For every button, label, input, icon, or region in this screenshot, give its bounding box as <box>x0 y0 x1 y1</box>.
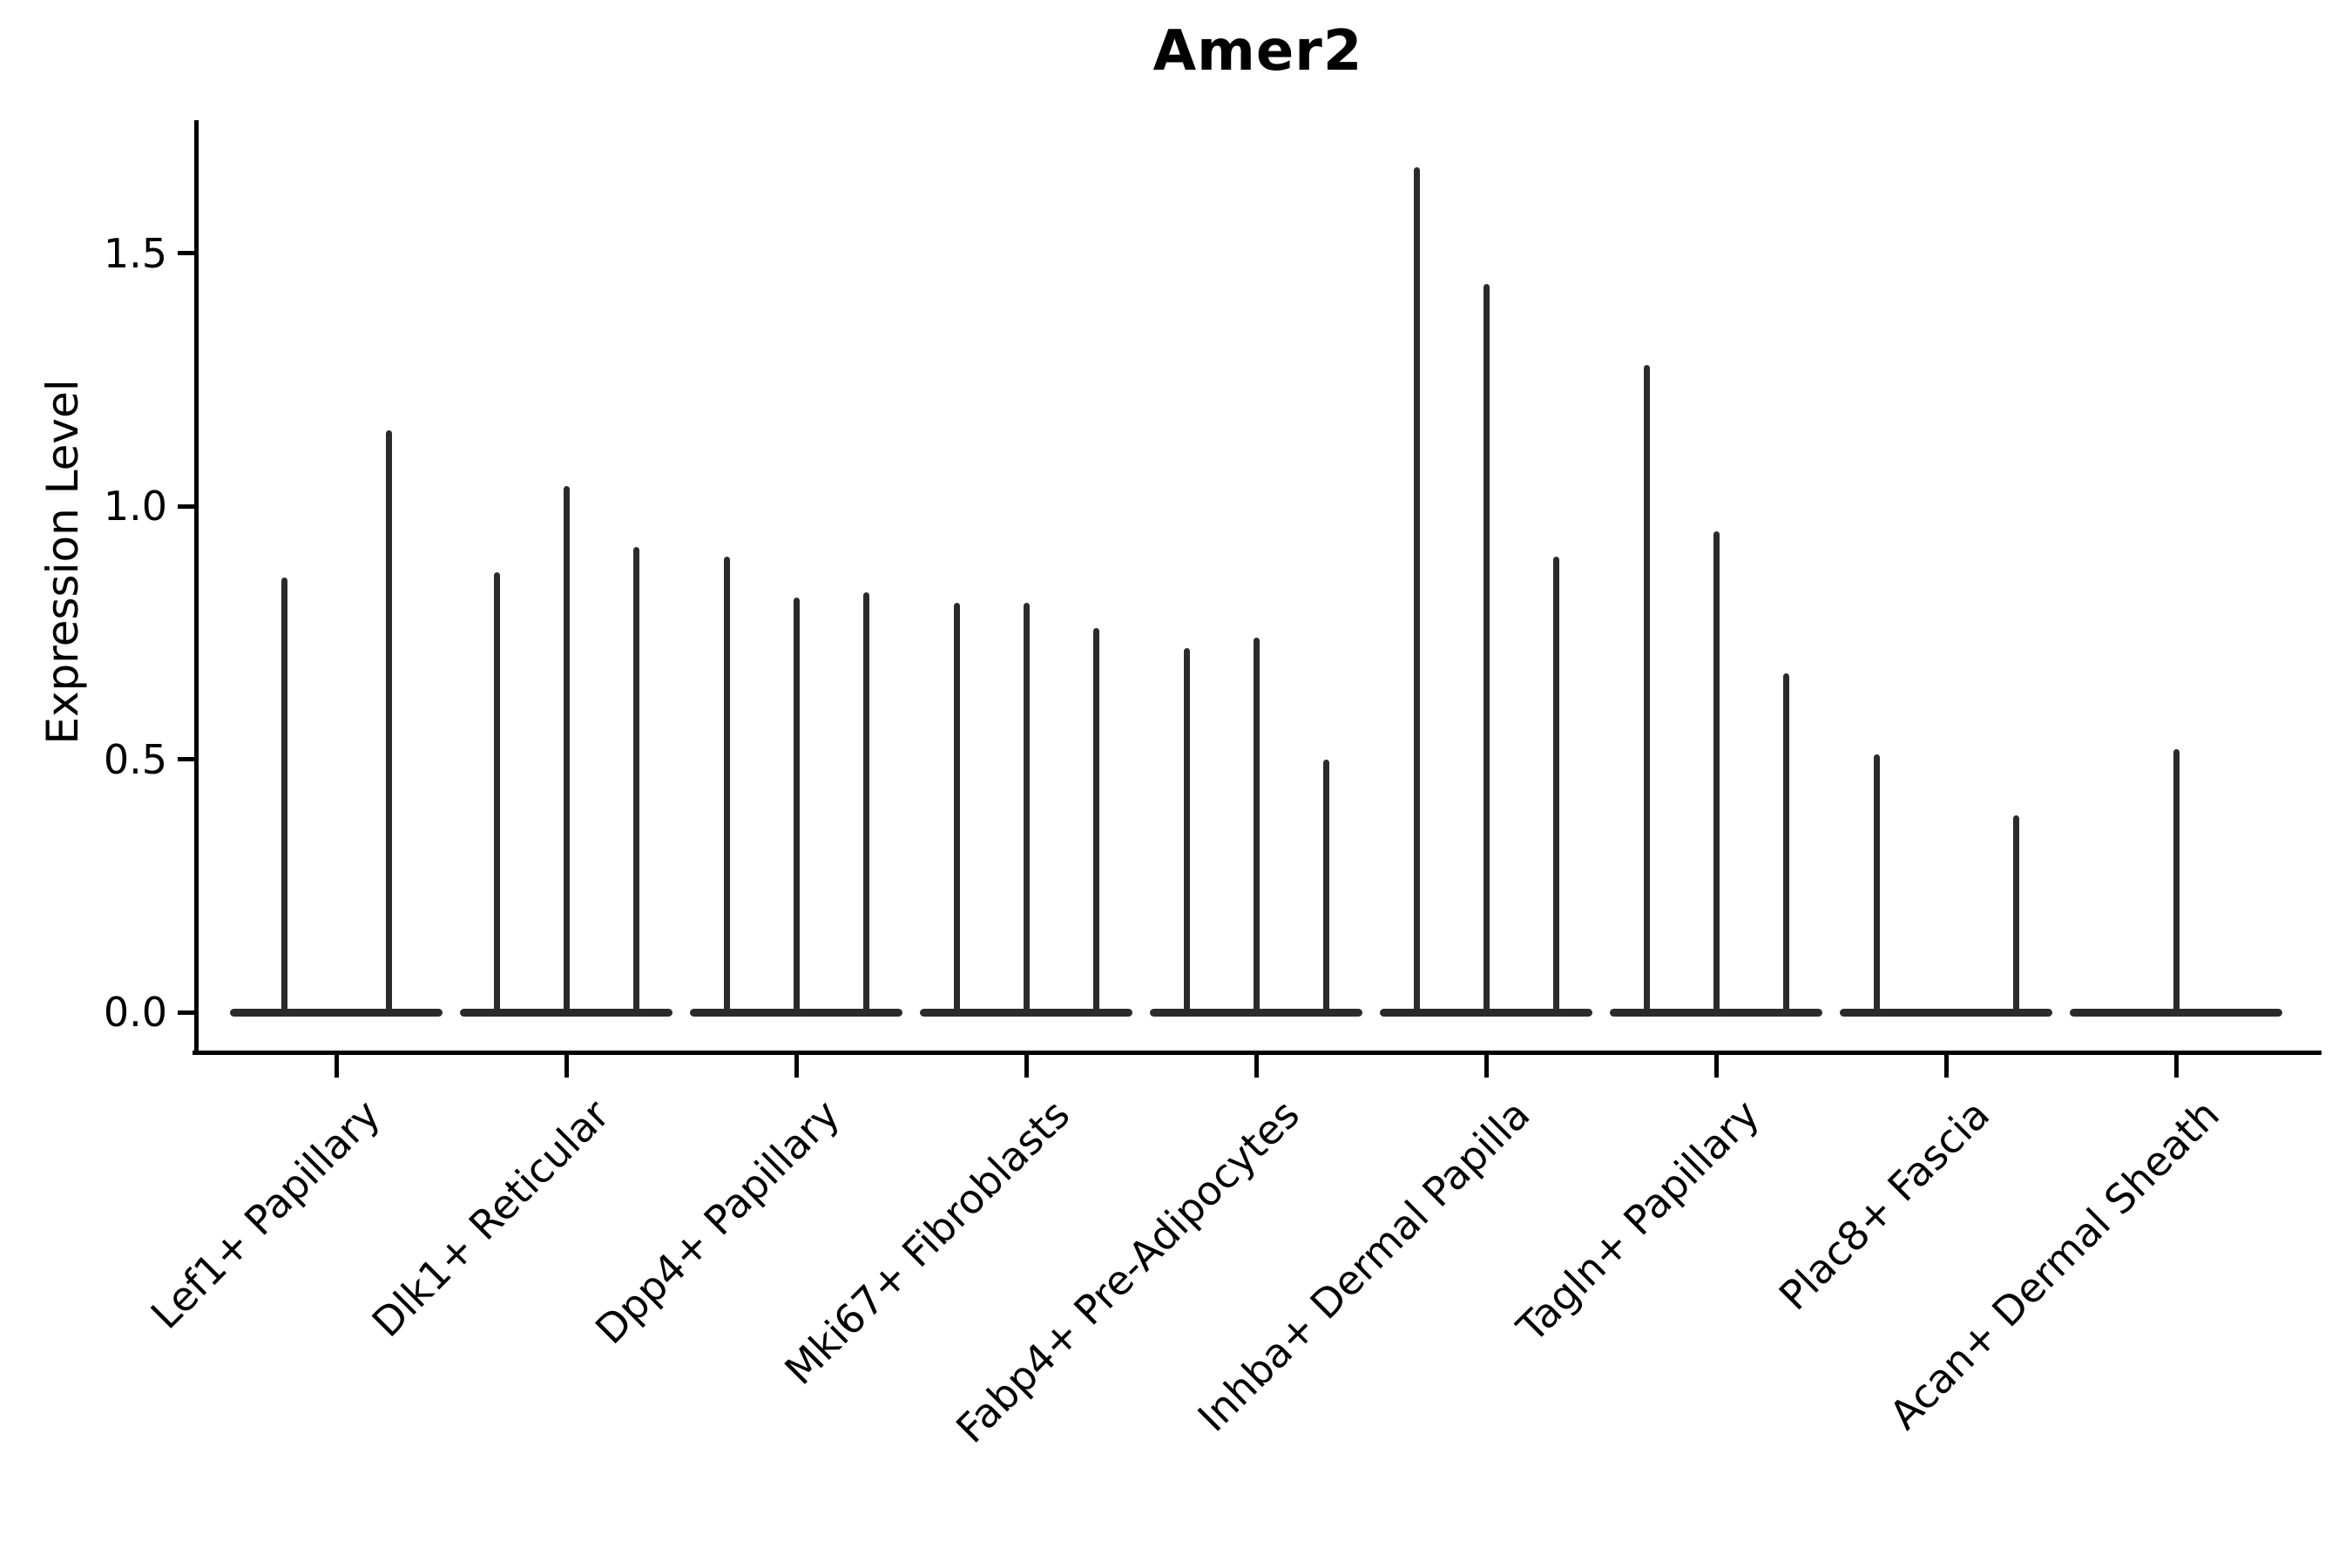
x-tick-mark <box>1713 1053 1719 1078</box>
violin-spike <box>793 597 800 1015</box>
violin-spike <box>723 557 730 1015</box>
x-tick-mark <box>2173 1053 2179 1078</box>
y-tick-mark <box>178 1010 197 1015</box>
x-tick-label: Dlk1+ Reticular <box>362 1091 619 1347</box>
x-tick-label: Dpp4+ Papillary <box>585 1091 849 1354</box>
violin-spike <box>1322 759 1329 1015</box>
y-tick-label: 0.0 <box>103 989 167 1036</box>
violin-spike <box>1023 602 1030 1015</box>
violin-spike <box>1483 283 1490 1015</box>
x-tick-mark <box>1254 1053 1259 1078</box>
violin-spike <box>493 571 500 1015</box>
y-tick-label: 1.5 <box>103 229 167 277</box>
violin-spike <box>2173 749 2180 1015</box>
x-tick-mark <box>564 1053 569 1078</box>
violin-spike <box>1643 364 1650 1015</box>
x-tick-label: Plac8+ Fascia <box>1769 1091 1999 1320</box>
y-tick-label: 0.5 <box>103 735 167 783</box>
violin-spike <box>1713 531 1720 1015</box>
violin-spike <box>1873 754 1880 1015</box>
violin-spike <box>953 602 960 1015</box>
x-tick-mark <box>1484 1053 1489 1078</box>
x-tick-mark <box>794 1053 799 1078</box>
violin-spike <box>1183 647 1190 1015</box>
y-tick-mark <box>178 757 197 762</box>
violin-spike <box>1413 167 1420 1015</box>
y-tick-label: 1.0 <box>103 483 167 531</box>
violin-spike <box>632 546 639 1015</box>
x-tick-label: Tagln+ Papillary <box>1508 1091 1769 1351</box>
violin-spike <box>1552 557 1559 1015</box>
y-axis-spine <box>194 120 199 1055</box>
violin-spike <box>1092 627 1099 1015</box>
x-tick-mark <box>334 1053 339 1078</box>
violin-spike <box>1782 672 1789 1015</box>
x-tick-mark <box>1024 1053 1029 1078</box>
x-axis-spine <box>193 1051 2322 1055</box>
violin-spike <box>563 486 570 1015</box>
y-axis-label: Expression Level <box>37 379 88 745</box>
chart-title: Amer2 <box>1152 19 1363 84</box>
violin-spike <box>280 577 287 1015</box>
violin-spike <box>1253 638 1260 1015</box>
x-tick-label: Lef1+ Papillary <box>141 1091 389 1338</box>
y-tick-mark <box>178 504 197 509</box>
violin-base <box>1840 1008 2052 1017</box>
violin-spike <box>862 592 869 1015</box>
violin-spike <box>2012 814 2019 1015</box>
x-tick-mark <box>1943 1053 1949 1078</box>
violin-base <box>230 1008 443 1017</box>
violin-spike <box>385 430 392 1015</box>
y-tick-mark <box>178 251 197 256</box>
